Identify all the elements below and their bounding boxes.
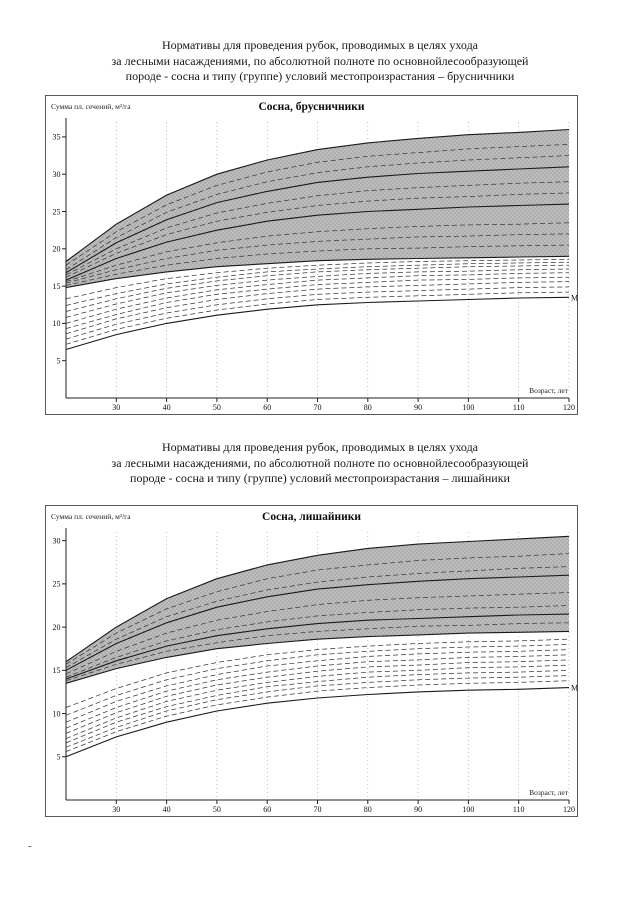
svg-text:25: 25 [53, 580, 61, 589]
chart-title: Сосна, брусничники [258, 101, 365, 113]
tick-labels: 5 10 15 20 25 30 30 40 50 60 70 80 90 100 110 120 [53, 536, 576, 814]
svg-text:100: 100 [462, 403, 474, 412]
svg-text:60: 60 [263, 403, 271, 412]
svg-text:10: 10 [53, 319, 61, 328]
svg-text:30: 30 [112, 403, 120, 412]
tick-labels: 5 10 15 20 25 30 35 30 40 50 60 70 80 90 100 110 120 [53, 133, 576, 412]
svg-text:20: 20 [53, 245, 61, 254]
y-axis-label: Сумма пл. сечений, м²/га [51, 512, 131, 521]
svg-text:30: 30 [112, 805, 120, 814]
heading-line: породе - сосна и типу (группе) условий м… [130, 471, 510, 485]
svg-text:110: 110 [513, 403, 525, 412]
solid-curves [65, 128, 570, 351]
heading-line: Нормативы для проведения рубок, проводим… [161, 38, 478, 52]
svg-text:30: 30 [53, 536, 61, 545]
svg-text:70: 70 [314, 805, 322, 814]
svg-text:90: 90 [414, 403, 422, 412]
page-artifact: - [28, 840, 32, 852]
heading-line: породе - сосна и типу (группе) условий м… [125, 69, 515, 83]
document-heading-2: Нормативы для проведения рубок, проводим… [0, 440, 640, 487]
svg-text:15: 15 [53, 666, 61, 675]
band-region [66, 129, 569, 288]
heading-line: за лесными насаждениями, по абсолютной п… [111, 455, 529, 470]
svg-text:40: 40 [163, 805, 171, 814]
svg-text:35: 35 [53, 133, 61, 142]
svg-text:40: 40 [163, 403, 171, 412]
svg-text:110: 110 [513, 805, 525, 814]
band-region [66, 536, 569, 684]
document-heading-1: Нормативы для проведения рубок, проводим… [0, 38, 640, 85]
svg-text:120: 120 [563, 805, 575, 814]
x-axis-label: Возраст, лет [529, 788, 568, 797]
x-axis-label: Возраст, лет [529, 386, 568, 395]
svg-text:10: 10 [53, 709, 61, 718]
chart-frame-lishayniki: Сосна, лишайники Сумма пл. сечений, м²/г… [45, 505, 578, 817]
solid-curves [65, 535, 570, 758]
chart-canvas: М 5 10 15 20 25 30 30 40 50 60 70 80 90 100 110 120 [53, 528, 578, 814]
dashed-curves [65, 553, 570, 752]
chart-frame-brusnichniki: Сосна, брусничники Сумма пл. сечений, м²… [45, 95, 578, 415]
svg-text:30: 30 [53, 170, 61, 179]
heading-line: Нормативы для проведения рубок, проводим… [161, 440, 478, 454]
svg-text:70: 70 [314, 403, 322, 412]
svg-text:5: 5 [57, 357, 61, 366]
y-axis-label: Сумма пл. сечений, м²/га [51, 102, 131, 111]
curve-label-m: М [571, 684, 578, 693]
svg-text:100: 100 [462, 805, 474, 814]
svg-text:50: 50 [213, 805, 221, 814]
svg-text:25: 25 [53, 207, 61, 216]
svg-text:60: 60 [263, 805, 271, 814]
svg-text:80: 80 [364, 805, 372, 814]
svg-text:20: 20 [53, 623, 61, 632]
chart-canvas: М 5 10 15 20 25 30 35 30 40 50 60 70 80 90 100 110 120 [53, 118, 578, 412]
svg-text:80: 80 [364, 403, 372, 412]
svg-text:5: 5 [57, 753, 61, 762]
heading-line: за лесными насаждениями, по абсолютной п… [111, 53, 529, 68]
svg-text:15: 15 [53, 282, 61, 291]
dashed-curves [65, 144, 570, 345]
svg-text:120: 120 [563, 403, 575, 412]
chart-title: Сосна, лишайники [262, 511, 361, 523]
svg-text:90: 90 [414, 805, 422, 814]
svg-text:50: 50 [213, 403, 221, 412]
curve-label-m: М [571, 293, 578, 302]
